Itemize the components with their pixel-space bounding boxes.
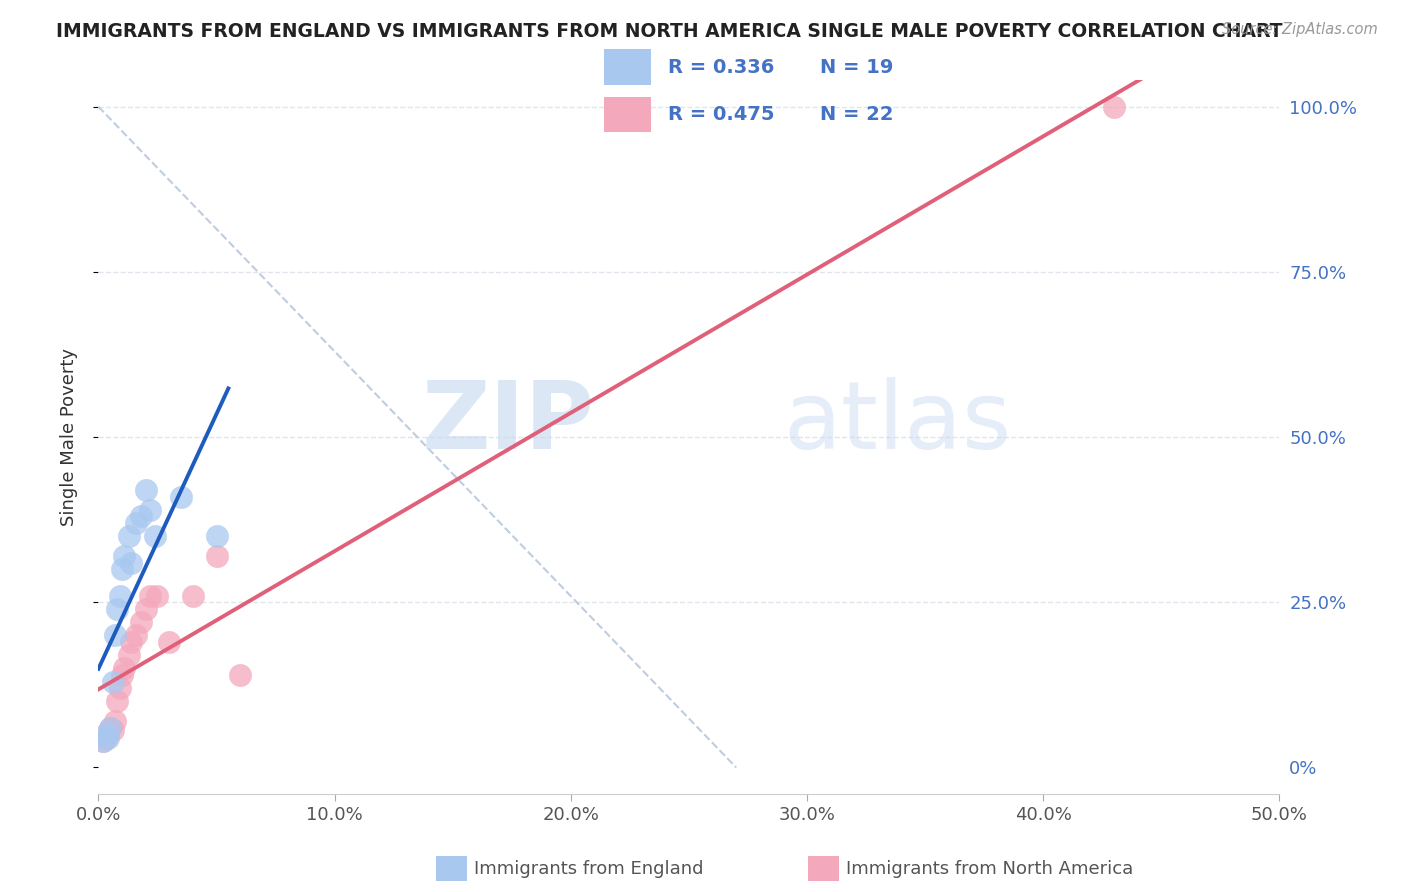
Text: R = 0.475: R = 0.475 (668, 105, 775, 124)
Point (146, 589, 169, 603)
Point (94, 731, 117, 746)
Text: atlas: atlas (783, 376, 1012, 469)
Point (205, 549, 228, 563)
Point (108, 681, 131, 695)
Point (129, 509, 152, 524)
Point (229, 668, 252, 682)
Point (118, 529, 141, 543)
Point (94, 727, 117, 741)
Point (118, 648, 141, 662)
Point (125, 516, 148, 530)
Text: IMMIGRANTS FROM ENGLAND VS IMMIGRANTS FROM NORTH AMERICA SINGLE MALE POVERTY COR: IMMIGRANTS FROM ENGLAND VS IMMIGRANTS FR… (56, 22, 1282, 41)
Point (105, 602, 128, 616)
Point (121, 635, 143, 649)
Point (111, 562, 134, 576)
Point (101, 723, 124, 738)
Point (170, 490, 193, 504)
Point (135, 602, 157, 616)
Text: R = 0.336: R = 0.336 (668, 58, 775, 77)
Point (125, 628, 148, 642)
Point (104, 628, 127, 642)
Point (111, 668, 134, 682)
Point (135, 483, 157, 497)
Text: N = 22: N = 22 (820, 105, 893, 124)
Point (157, 635, 180, 649)
Point (181, 589, 204, 603)
Point (112, 549, 135, 563)
Point (108, 589, 131, 603)
Text: Immigrants from England: Immigrants from England (474, 860, 703, 878)
Point (129, 615, 152, 629)
Point (112, 661, 135, 675)
Text: ZIP: ZIP (422, 376, 595, 469)
Point (205, 529, 228, 543)
Point (91, 734, 114, 748)
FancyBboxPatch shape (605, 49, 651, 86)
Point (98, 721, 121, 735)
Text: N = 19: N = 19 (820, 58, 893, 77)
Point (139, 502, 162, 516)
Point (104, 714, 127, 729)
Point (105, 694, 128, 708)
Text: Immigrants from North America: Immigrants from North America (846, 860, 1133, 878)
Point (98, 721, 121, 735)
Point (97, 731, 120, 746)
Text: Source: ZipAtlas.com: Source: ZipAtlas.com (1222, 22, 1378, 37)
FancyBboxPatch shape (605, 96, 651, 132)
Point (143, 529, 166, 543)
Point (139, 589, 162, 603)
Y-axis label: Single Male Poverty: Single Male Poverty (59, 348, 77, 526)
Point (97, 727, 120, 741)
Point (1102, 100, 1125, 114)
Point (101, 674, 124, 689)
Point (91, 734, 114, 748)
Point (121, 556, 143, 570)
